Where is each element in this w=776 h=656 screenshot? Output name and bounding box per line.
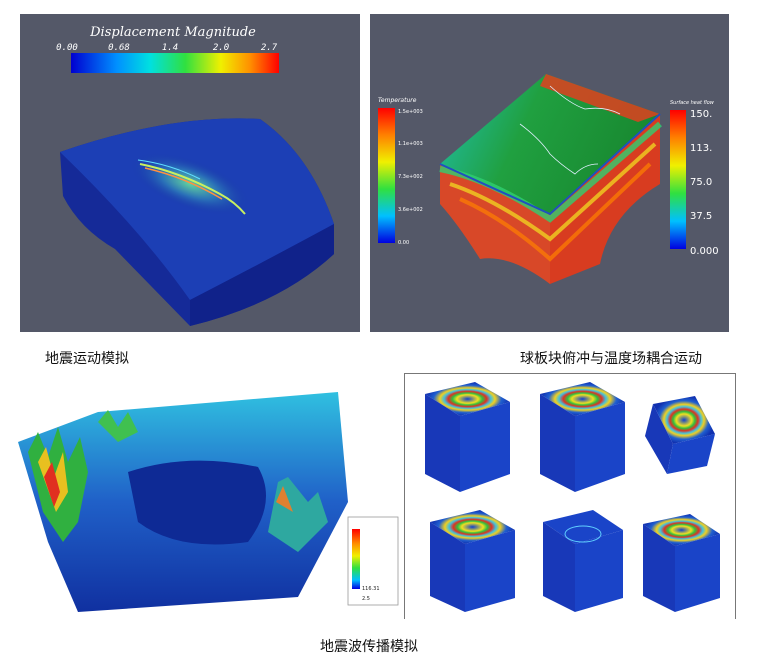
temperature-colorbar	[378, 108, 395, 243]
mountain-ridge	[98, 410, 138, 442]
fault-line	[139, 163, 246, 215]
block-front	[190, 224, 334, 326]
heat-flow-tick: 113.	[690, 143, 712, 154]
caption-wave-propagation: 地震波传播模拟	[320, 639, 418, 655]
colorbar-tick: 0.68	[108, 43, 130, 53]
basin	[128, 460, 266, 545]
subduction-layer	[449, 142, 657, 242]
cube	[540, 382, 625, 492]
colorbar-tick: 2.0	[213, 43, 229, 53]
slab-surface-edge	[439, 113, 661, 216]
heat-flow-colorbar	[670, 110, 686, 249]
heat-flow-tick: 150.	[690, 109, 712, 120]
mountain-peak	[44, 462, 60, 507]
cube	[430, 510, 515, 612]
coastline	[519, 123, 599, 175]
colorbar-title: Displacement Magnitude	[89, 25, 256, 40]
colorbar-tick: 2.7	[261, 43, 278, 53]
cube	[543, 510, 623, 612]
heat-flow-tick: 37.5	[690, 211, 712, 222]
temperature-tick: 7.3e+002	[398, 174, 423, 180]
heat-flow-tick: 75.0	[690, 177, 712, 188]
slab-front	[440, 164, 550, 284]
coastline	[549, 85, 621, 115]
temperature-panel: Temperature 1.5e+003 1.1e+003 7.3e+002 3…	[370, 14, 729, 332]
caption-plate-coupling: 球板块俯冲与温度场耦合运动	[520, 351, 702, 367]
colorbar-tick: 0.00	[56, 43, 78, 53]
temperature-tick: 3.6e+002	[398, 207, 423, 213]
legend-tick: 116.31	[362, 586, 380, 592]
cube	[643, 514, 720, 612]
displacement-figure: Displacement Magnitude 0.00 0.68 1.4 2.0…	[56, 25, 334, 326]
temperature-tick: 1.5e+003	[398, 109, 423, 115]
legend-colorbar	[352, 529, 360, 589]
wave-cubes-panel	[404, 373, 736, 619]
heat-flow-title: Surface heat flow	[670, 100, 715, 106]
fault-line	[137, 159, 201, 180]
subduction-layer	[459, 162, 652, 262]
wave-cubes-figure	[425, 382, 720, 612]
colorbar	[71, 53, 279, 73]
cube	[645, 396, 715, 474]
temperature-tick: 1.1e+003	[398, 141, 423, 147]
terrain-wave-figure: 116.31 2.5	[18, 392, 399, 612]
cube	[425, 382, 510, 492]
heat-flow-tick: 0.000	[690, 246, 719, 257]
temperature-title: Temperature	[378, 97, 417, 104]
terrain-wave-panel: 116.31 2.5	[8, 382, 400, 622]
mountain-peak	[276, 486, 293, 512]
caption-earthquake-motion: 地震运动模拟	[45, 351, 129, 367]
slab-top-hot-edge	[540, 74, 660, 122]
fault-line	[144, 167, 223, 200]
slab-side	[550, 114, 660, 284]
subduction-layer	[439, 121, 662, 223]
legend-tick: 2.5	[362, 596, 370, 602]
temperature-tick: 0.00	[398, 240, 409, 246]
colorbar-tick: 1.4	[162, 43, 178, 53]
displacement-panel: Displacement Magnitude 0.00 0.68 1.4 2.0…	[20, 14, 360, 332]
temperature-figure: Temperature 1.5e+003 1.1e+003 7.3e+002 3…	[378, 74, 719, 284]
